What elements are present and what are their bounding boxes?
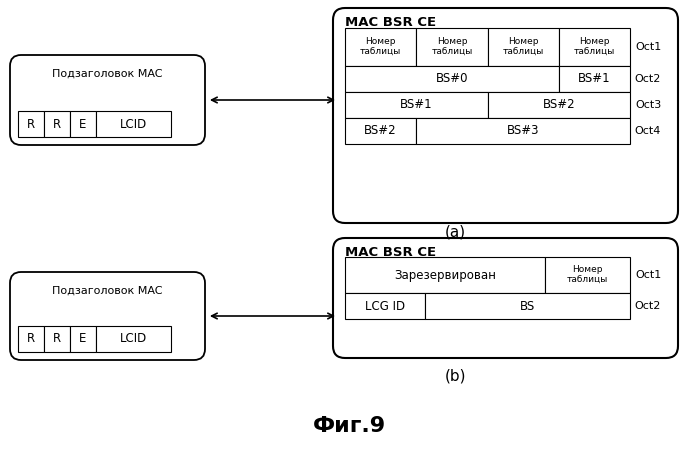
Bar	[345, 293, 425, 319]
Bar	[487, 28, 559, 66]
Bar	[487, 92, 630, 118]
FancyBboxPatch shape	[10, 272, 205, 360]
Text: Подзаголовок MAC: Подзаголовок MAC	[52, 286, 163, 296]
Bar	[425, 293, 630, 319]
Bar	[345, 66, 559, 92]
Text: R: R	[27, 332, 35, 345]
Bar	[416, 118, 630, 144]
Text: Номер
таблицы: Номер таблицы	[567, 265, 608, 285]
Text: Номер
таблицы: Номер таблицы	[503, 37, 544, 57]
Bar	[70, 111, 96, 137]
Text: Oct2: Oct2	[635, 74, 661, 84]
Bar	[70, 326, 96, 352]
Bar	[345, 118, 416, 144]
Text: E: E	[79, 332, 87, 345]
Text: Oct1: Oct1	[635, 270, 661, 280]
Text: BS#2: BS#2	[364, 124, 397, 138]
Bar	[44, 111, 70, 137]
Bar	[416, 28, 487, 66]
Text: BS#1: BS#1	[578, 73, 611, 85]
Text: LCID: LCID	[120, 332, 147, 345]
Text: BS#3: BS#3	[507, 124, 540, 138]
Bar	[545, 257, 630, 293]
Text: LCG ID: LCG ID	[365, 300, 405, 312]
Text: Oct2: Oct2	[635, 301, 661, 311]
Text: Oct4: Oct4	[635, 126, 661, 136]
Text: Фиг.9: Фиг.9	[312, 416, 386, 436]
Text: LCID: LCID	[120, 118, 147, 130]
FancyBboxPatch shape	[10, 55, 205, 145]
Bar	[18, 326, 44, 352]
Text: Oct1: Oct1	[635, 42, 661, 52]
Text: R: R	[53, 332, 61, 345]
Text: BS#1: BS#1	[400, 99, 433, 112]
Bar	[96, 111, 171, 137]
Text: Oct3: Oct3	[635, 100, 661, 110]
Text: BS#2: BS#2	[542, 99, 575, 112]
Bar	[345, 92, 487, 118]
FancyBboxPatch shape	[333, 8, 678, 223]
Text: R: R	[53, 118, 61, 130]
Bar	[559, 28, 630, 66]
Text: Зарезервирован: Зарезервирован	[394, 268, 496, 281]
Text: BS: BS	[520, 300, 535, 312]
Text: BS#0: BS#0	[435, 73, 468, 85]
Text: Номер
таблицы: Номер таблицы	[431, 37, 473, 57]
Text: (b): (b)	[445, 369, 466, 384]
Text: Подзаголовок MAC: Подзаголовок MAC	[52, 69, 163, 79]
Text: MAC BSR CE: MAC BSR CE	[345, 16, 436, 30]
Text: (a): (a)	[445, 224, 466, 240]
Text: Номер
таблицы: Номер таблицы	[360, 37, 401, 57]
Bar	[44, 326, 70, 352]
Bar	[345, 28, 416, 66]
Bar	[96, 326, 171, 352]
Bar	[559, 66, 630, 92]
Text: MAC BSR CE: MAC BSR CE	[345, 247, 436, 260]
FancyBboxPatch shape	[333, 238, 678, 358]
Text: Номер
таблицы: Номер таблицы	[574, 37, 615, 57]
Bar	[345, 257, 545, 293]
Text: R: R	[27, 118, 35, 130]
Text: E: E	[79, 118, 87, 130]
Bar	[18, 111, 44, 137]
